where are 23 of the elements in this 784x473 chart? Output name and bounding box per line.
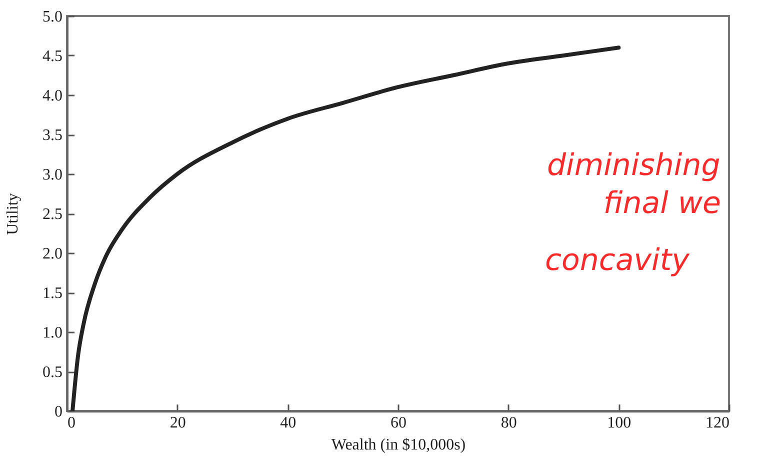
y-tick-label: 0	[54, 404, 62, 420]
y-tick-label: 0.5	[42, 364, 62, 381]
x-tick-label: 60	[390, 414, 406, 432]
annotation: concavity	[545, 243, 691, 278]
y-tick-label: 1.5	[42, 285, 62, 302]
annotation: diminishing	[547, 148, 720, 183]
x-tick-label: 80	[500, 414, 517, 432]
y-tick-label: 2.0	[42, 246, 62, 262]
y-axis-title: Utility	[4, 193, 22, 235]
y-tick-label: 4.5	[42, 48, 62, 65]
x-axis-title: Wealth (in $10,000s)	[331, 436, 466, 454]
y-tick-label: 3.0	[42, 166, 62, 184]
y-tick-label: 3.5	[42, 127, 62, 144]
y-tick-label: 2.5	[42, 206, 62, 223]
y-tick-label: 5.0	[42, 8, 62, 26]
annotation: final we	[603, 186, 721, 221]
y-tick-label: 1.0	[42, 324, 62, 342]
x-tick-label: 100	[607, 414, 632, 432]
x-tick-label: 20	[170, 414, 186, 432]
x-tick-label: 0	[68, 414, 76, 432]
x-tick-label: 120	[706, 414, 730, 432]
x-tick-label: 40	[280, 414, 296, 432]
y-tick-label: 4.0	[42, 88, 62, 104]
